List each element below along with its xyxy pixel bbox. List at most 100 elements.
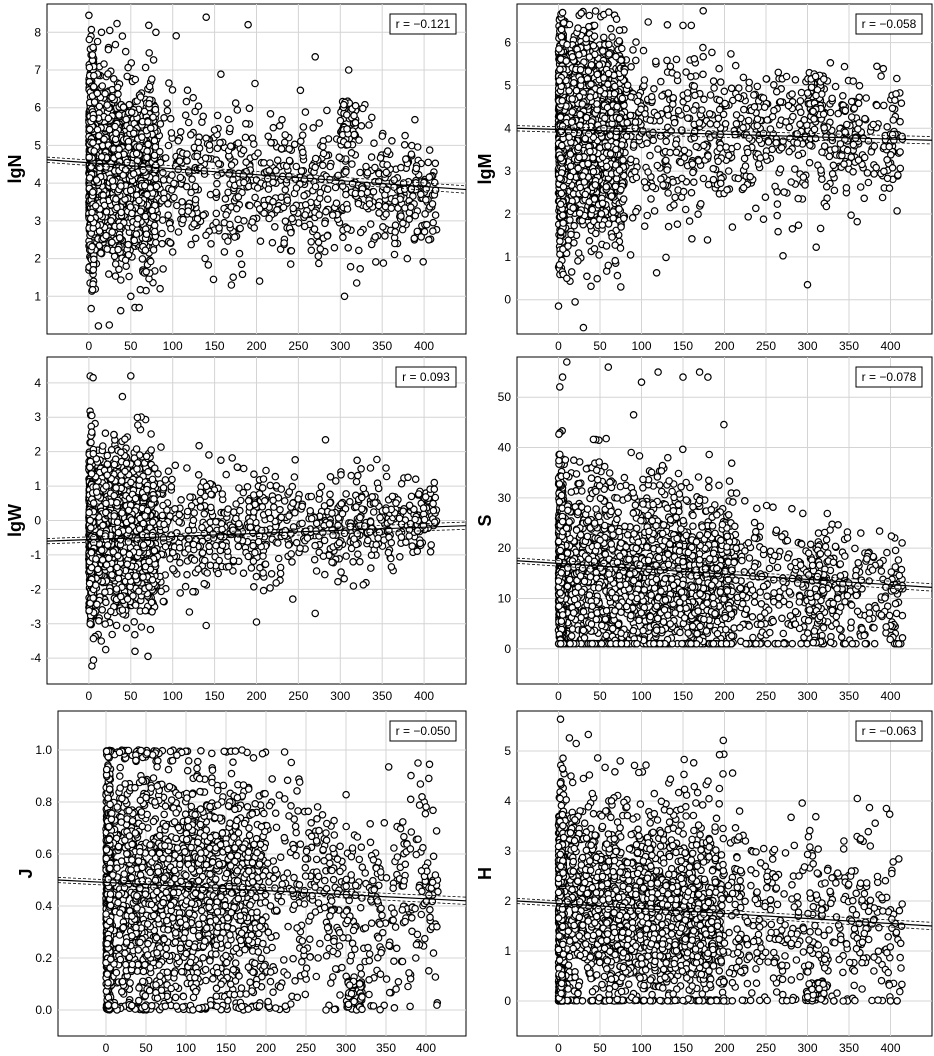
scatter-point [711,85,717,91]
scatter-point [583,36,589,42]
scatter-point [358,229,364,235]
scatter-point [556,46,562,52]
scatter-point [169,187,175,193]
scatter-point [665,190,671,196]
scatter-point [894,75,900,81]
scatter-point [754,116,760,122]
scatter-point [89,287,95,293]
scatter-point [628,64,634,70]
x-tick-label: 150 [673,339,693,353]
scatter-point [751,92,757,98]
scatter-point [379,133,385,139]
y-tick-label: 0 [504,293,511,307]
scatter-point [774,212,780,218]
scatter-point [270,125,276,131]
scatter-point [136,144,142,150]
scatter-point [700,54,706,60]
scatter-point [693,143,699,149]
scatter-point [128,293,134,299]
scatter-point [185,208,191,214]
scatter-point [191,221,197,227]
scatter-point [289,216,295,222]
scatter-point [151,138,157,144]
scatter-point [87,175,93,181]
scatter-point [132,76,138,82]
scatter-point [391,177,397,183]
scatter-point [742,163,748,169]
scatter-point [137,208,143,214]
scatter-point [91,72,97,78]
scatter-point [184,158,190,164]
scatter-point [324,233,330,239]
scatter-point [221,249,227,255]
scatter-point [594,276,600,282]
scatter-point [370,189,376,195]
scatter-point [856,120,862,126]
scatter-point [664,106,670,112]
scatter-point [282,218,288,224]
scatter-point [280,204,286,210]
scatter-point [108,218,114,224]
scatter-point [95,323,101,329]
scatter-point [422,211,428,217]
scatter-point [819,176,825,182]
scatter-point [167,240,173,246]
scatter-point [691,135,697,141]
scatter-point [426,237,432,243]
scatter-point [412,117,418,123]
scatter-point [275,157,281,163]
scatter-point [855,100,861,106]
scatter-point [392,222,398,228]
scatter-point [302,212,308,218]
scatter-point [115,246,121,252]
scatter-point [278,146,284,152]
scatter-point [898,100,904,106]
scatter-point [601,34,607,40]
scatter-point [157,286,163,292]
scatter-point [218,71,224,77]
scatter-point [605,221,611,227]
scatter-point [152,228,158,234]
scatter-point [781,189,787,195]
scatter-point [363,163,369,169]
scatter-point [136,197,142,203]
scatter-point [327,163,333,169]
scatter-point [707,121,713,127]
scatter-point [777,166,783,172]
scatter-point [235,216,241,222]
scatter-point [149,207,155,213]
scatter-point [632,119,638,125]
scatter-point [788,179,794,185]
scatter-point [150,247,156,253]
scatter-point [188,241,194,247]
x-tick-label: 0 [555,339,562,353]
scatter-point [649,94,655,100]
scatter-point [288,248,294,254]
scatter-point [578,10,584,16]
scatter-point [200,212,206,218]
scatter-point [406,216,412,222]
scatter-point [683,105,689,111]
scatter-point [421,229,427,235]
scatter-point [135,216,141,222]
scatter-point [701,142,707,148]
x-tick-label: 350 [839,339,859,353]
scatter-point [754,122,760,128]
scatter-point [372,234,378,240]
scatter-point [145,119,151,125]
scatter-point [228,282,234,288]
scatter-point [120,104,126,110]
scatter-point [745,214,751,220]
scatter-point [112,123,118,129]
scatter-point [227,125,233,131]
scatter-point [599,222,605,228]
scatter-point [292,141,298,147]
scatter-point [670,179,676,185]
scatter-point [255,150,261,156]
scatter-point [153,183,159,189]
scatter-point [700,175,706,181]
scatter-point [408,204,414,210]
scatter-point [849,114,855,120]
scatter-point [137,94,143,100]
scatter-point [402,132,408,138]
